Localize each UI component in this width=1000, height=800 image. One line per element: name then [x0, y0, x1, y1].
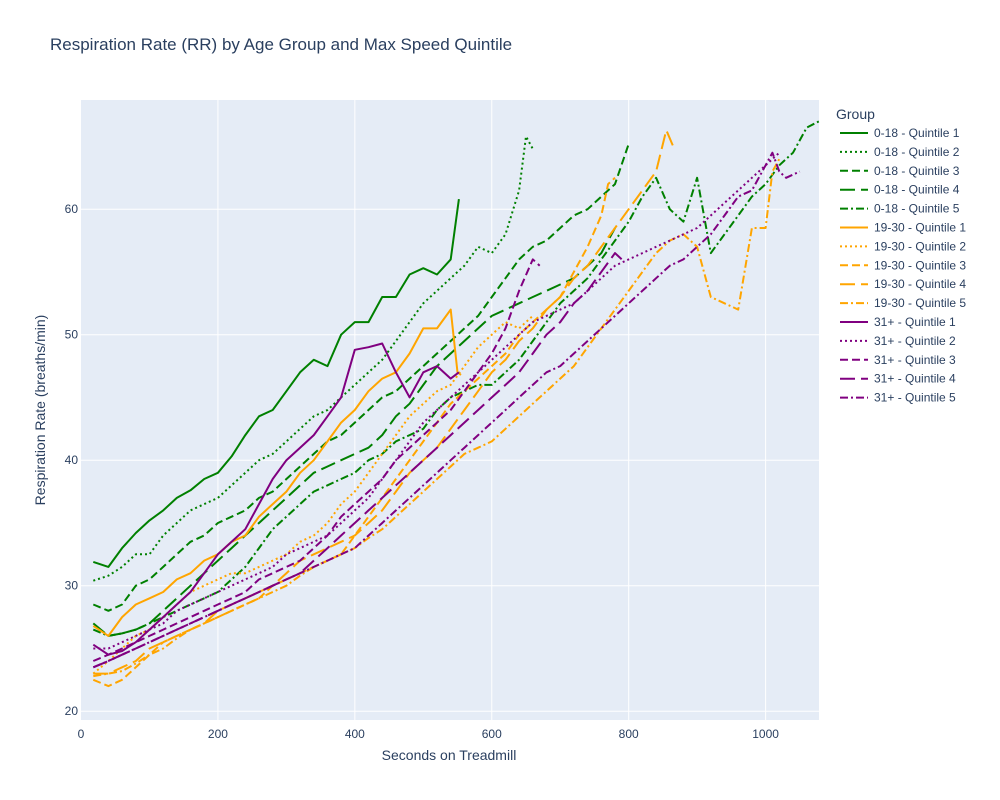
y-tick-label: 50 — [65, 328, 79, 342]
y-tick-label: 20 — [65, 704, 79, 718]
series-line-8 — [92, 177, 616, 688]
series-line-12 — [93, 151, 780, 650]
legend-item-label: 0-18 - Quintile 1 — [874, 126, 960, 140]
legend-item-label: 0-18 - Quintile 5 — [874, 202, 960, 216]
legend-item-label: 19-30 - Quintile 5 — [874, 296, 966, 310]
legend-item-label: 19-30 - Quintile 3 — [874, 258, 966, 272]
legend-item-label: 0-18 - Quintile 2 — [874, 145, 960, 159]
series-line-13 — [92, 258, 541, 662]
legend-item-label: 0-18 - Quintile 4 — [874, 183, 960, 197]
series-line-15 — [92, 151, 801, 669]
series-line-14 — [92, 252, 623, 669]
plot-background — [81, 100, 819, 720]
legend-item-label: 31+ - Quintile 1 — [874, 315, 956, 329]
series-line-11 — [92, 342, 460, 656]
legend-item-label: 31+ - Quintile 2 — [874, 334, 956, 348]
x-tick-label: 600 — [482, 727, 502, 741]
legend-title: Group — [836, 106, 875, 122]
y-tick-label: 30 — [65, 579, 79, 593]
series-line-1 — [92, 198, 460, 568]
legend-item-label: 31+ - Quintile 3 — [874, 353, 956, 367]
series-line-4 — [92, 227, 616, 637]
series-line-3 — [92, 143, 630, 612]
x-axis-ticks: 0 200 400 600 800 1000 — [78, 727, 780, 741]
legend-item-label: 19-30 - Quintile 2 — [874, 239, 966, 253]
series-lines — [92, 120, 820, 688]
y-tick-label: 60 — [65, 202, 79, 216]
chart-title: Respiration Rate (RR) by Age Group and M… — [50, 35, 512, 54]
legend-item-label: 19-30 - Quintile 1 — [874, 221, 966, 235]
legend: Group 0-18 - Quintile 1 0-18 - Quintile 2… — [836, 106, 966, 405]
series-line-10 — [93, 158, 781, 678]
legend-item-label: 31+ - Quintile 4 — [874, 372, 956, 386]
y-axis-ticks: 20 30 40 50 60 — [65, 202, 79, 718]
series-line-6 — [92, 308, 462, 637]
y-tick-label: 40 — [65, 453, 79, 467]
legend-item-label: 0-18 - Quintile 3 — [874, 164, 960, 178]
x-tick-label: 0 — [78, 727, 85, 741]
legend-item-label: 31+ - Quintile 5 — [874, 391, 956, 405]
x-tick-label: 200 — [208, 727, 228, 741]
x-tick-label: 1000 — [752, 727, 779, 741]
x-tick-label: 800 — [619, 727, 639, 741]
x-tick-label: 400 — [345, 727, 365, 741]
series-line-9 — [93, 129, 675, 675]
y-axis-title: Respiration Rate (breaths/min) — [32, 315, 48, 506]
legend-item-label: 19-30 - Quintile 4 — [874, 277, 966, 291]
x-axis-title: Seconds on Treadmill — [382, 747, 517, 763]
plot-area — [81, 100, 820, 720]
